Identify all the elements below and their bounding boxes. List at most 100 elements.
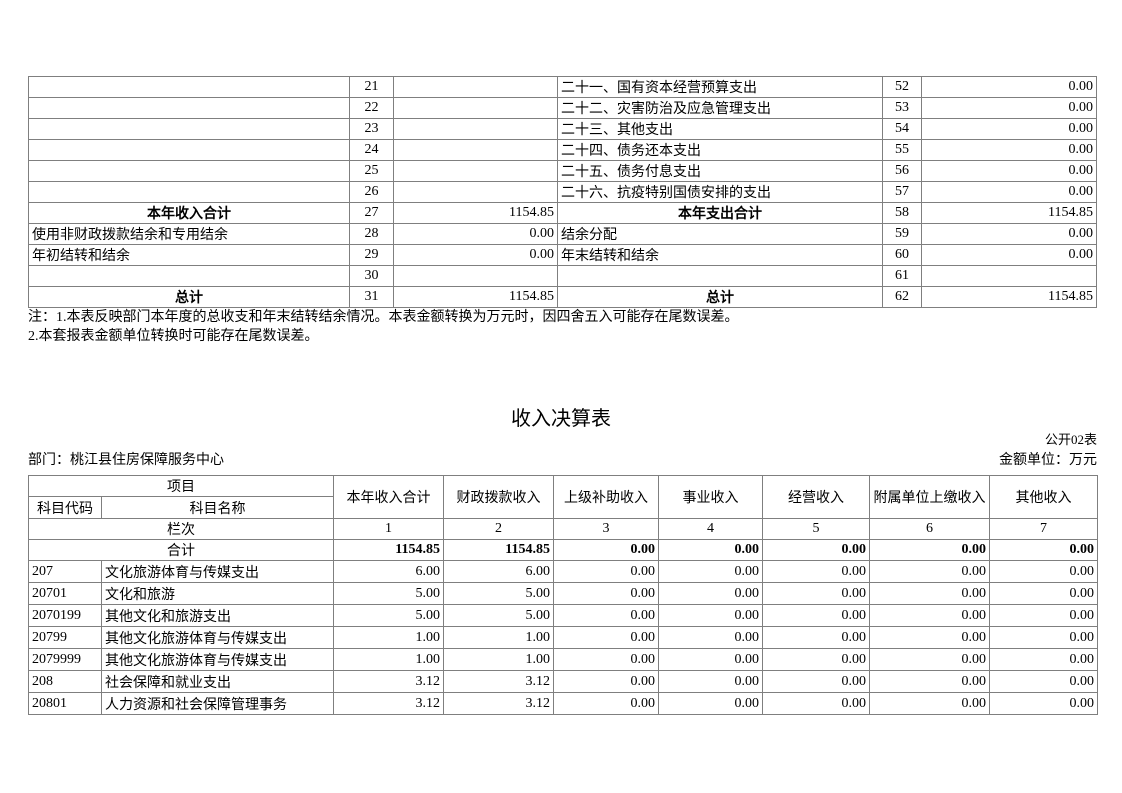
summary-right-amount: 0.00 (921, 76, 1097, 98)
subject-code-cell: 20701 (28, 582, 102, 605)
amount-cell: 0.00 (658, 560, 763, 583)
summary-left-line-no: 31 (349, 286, 394, 308)
amount-cell: 0.00 (658, 648, 763, 671)
summary-right-line-no: 62 (882, 286, 922, 308)
subject-name-cell: 社会保障和就业支出 (101, 670, 334, 693)
summary-left-label: 年初结转和结余 (28, 244, 350, 266)
header-col-affiliate-remittance: 附属单位上缴收入 (869, 475, 990, 519)
summary-right-amount: 0.00 (921, 181, 1097, 203)
summary-right-amount (921, 265, 1097, 287)
amount-cell: 5.00 (333, 582, 444, 605)
summary-right-amount: 0.00 (921, 223, 1097, 245)
total-row-label: 合计 (28, 539, 334, 561)
subject-code-cell: 2070199 (28, 604, 102, 627)
summary-right-line-no: 56 (882, 160, 922, 182)
amount-cell: 0.00 (762, 560, 870, 583)
summary-left-label (28, 181, 350, 203)
summary-table: 21 二十一、国有资本经营预算支出 52 0.00 22 二十二、灾害防治及应急管理支出 5… (28, 76, 1097, 308)
summary-left-label (28, 118, 350, 140)
subject-code-cell: 208 (28, 670, 102, 693)
amount-cell: 0.00 (869, 648, 990, 671)
amount-cell: 0.00 (553, 560, 659, 583)
amount-cell: 5.00 (443, 604, 554, 627)
amount-cell: 3.12 (333, 692, 444, 715)
amount-cell: 0.00 (869, 692, 990, 715)
amount-cell: 0.00 (869, 604, 990, 627)
summary-left-amount: 1154.85 (393, 286, 558, 308)
note-line: 2.本套报表金额单位转换时可能存在尾数误差。 (28, 329, 319, 344)
header-subject-code: 科目代码 (28, 496, 102, 519)
amount-cell: 0.00 (553, 692, 659, 715)
income-table-row: 20799 其他文化旅游体育与传媒支出 1.00 1.00 0.00 0.00 0.00 0.… (28, 626, 1098, 649)
amount-cell: 6.00 (443, 560, 554, 583)
amount-cell: 3.12 (333, 670, 444, 693)
amount-cell: 0.00 (762, 626, 870, 649)
amount-cell: 0.00 (762, 692, 870, 715)
summary-left-amount (393, 97, 558, 119)
amount-cell: 0.00 (989, 582, 1098, 605)
summary-right-line-no: 61 (882, 265, 922, 287)
header-project: 项目 (28, 475, 334, 497)
summary-table-row: 25 二十五、债务付息支出 56 0.00 (28, 160, 1097, 182)
amount-cell: 0.00 (553, 670, 659, 693)
summary-right-line-no: 52 (882, 76, 922, 98)
lanci-number: 2 (443, 518, 554, 540)
summary-table-row: 30 61 (28, 265, 1097, 287)
lanci-number: 1 (333, 518, 444, 540)
amount-cell: 0.00 (658, 670, 763, 693)
subject-code-cell: 2079999 (28, 648, 102, 671)
summary-left-amount (393, 76, 558, 98)
summary-right-line-no: 57 (882, 181, 922, 203)
summary-right-label: 本年支出合计 (557, 202, 883, 224)
subject-name-cell: 其他文化旅游体育与传媒支出 (101, 626, 334, 649)
amount-cell: 5.00 (333, 604, 444, 627)
header-col-business-income: 事业收入 (658, 475, 763, 519)
summary-left-label: 使用非财政拨款结余和专用结余 (28, 223, 350, 245)
amount-cell: 0.00 (989, 692, 1098, 715)
total-amount-cell: 0.00 (989, 539, 1098, 561)
income-header-row-lanci: 栏次 1 2 3 4 5 6 7 (28, 518, 1098, 540)
summary-right-line-no: 60 (882, 244, 922, 266)
subject-name-cell: 其他文化旅游体育与传媒支出 (101, 648, 334, 671)
summary-right-amount: 0.00 (921, 160, 1097, 182)
summary-right-line-no: 53 (882, 97, 922, 119)
total-amount-cell: 0.00 (553, 539, 659, 561)
summary-table-row: 总计 31 1154.85 总计 62 1154.85 (28, 286, 1097, 308)
lanci-number: 6 (869, 518, 990, 540)
total-amount-cell: 1154.85 (333, 539, 444, 561)
summary-table-row: 26 二十六、抗疫特别国债安排的支出 57 0.00 (28, 181, 1097, 203)
income-table-row: 20701 文化和旅游 5.00 5.00 0.00 0.00 0.00 0.00 0.00 (28, 582, 1098, 605)
summary-left-amount: 1154.85 (393, 202, 558, 224)
summary-left-amount (393, 139, 558, 161)
summary-right-label: 二十三、其他支出 (557, 118, 883, 140)
income-table-row: 2070199 其他文化和旅游支出 5.00 5.00 0.00 0.00 0.00 0.00… (28, 604, 1098, 627)
summary-right-amount: 0.00 (921, 139, 1097, 161)
income-table-row: 207 文化旅游体育与传媒支出 6.00 6.00 0.00 0.00 0.00 0.00 0.… (28, 560, 1098, 583)
subject-name-cell: 文化旅游体育与传媒支出 (101, 560, 334, 583)
income-header-row-project: 项目 本年收入合计 财政拨款收入 上级补助收入 事业收入 经营收入 附属单位上缴… (28, 475, 1098, 519)
amount-cell: 0.00 (869, 560, 990, 583)
summary-left-line-no: 25 (349, 160, 394, 182)
summary-left-label (28, 97, 350, 119)
amount-cell: 0.00 (989, 604, 1098, 627)
summary-left-amount: 0.00 (393, 223, 558, 245)
amount-cell: 0.00 (658, 626, 763, 649)
summary-left-label: 本年收入合计 (28, 202, 350, 224)
summary-left-amount (393, 181, 558, 203)
header-col-other-income: 其他收入 (989, 475, 1098, 519)
summary-table-row: 本年收入合计 27 1154.85 本年支出合计 58 1154.85 (28, 202, 1097, 224)
amount-cell: 0.00 (989, 670, 1098, 693)
amount-cell: 0.00 (553, 648, 659, 671)
summary-left-line-no: 22 (349, 97, 394, 119)
summary-right-label: 总计 (557, 286, 883, 308)
amount-cell: 1.00 (443, 648, 554, 671)
summary-left-line-no: 23 (349, 118, 394, 140)
summary-table-row: 年初结转和结余 29 0.00 年末结转和结余 60 0.00 (28, 244, 1097, 266)
amount-cell: 0.00 (658, 582, 763, 605)
subject-code-cell: 20801 (28, 692, 102, 715)
summary-table-row: 使用非财政拨款结余和专用结余 28 0.00 结余分配 59 0.00 (28, 223, 1097, 245)
amount-cell: 6.00 (333, 560, 444, 583)
summary-left-amount: 0.00 (393, 244, 558, 266)
income-table: 项目 本年收入合计 财政拨款收入 上级补助收入 事业收入 经营收入 附属单位上缴… (28, 475, 1098, 715)
amount-cell: 0.00 (762, 670, 870, 693)
